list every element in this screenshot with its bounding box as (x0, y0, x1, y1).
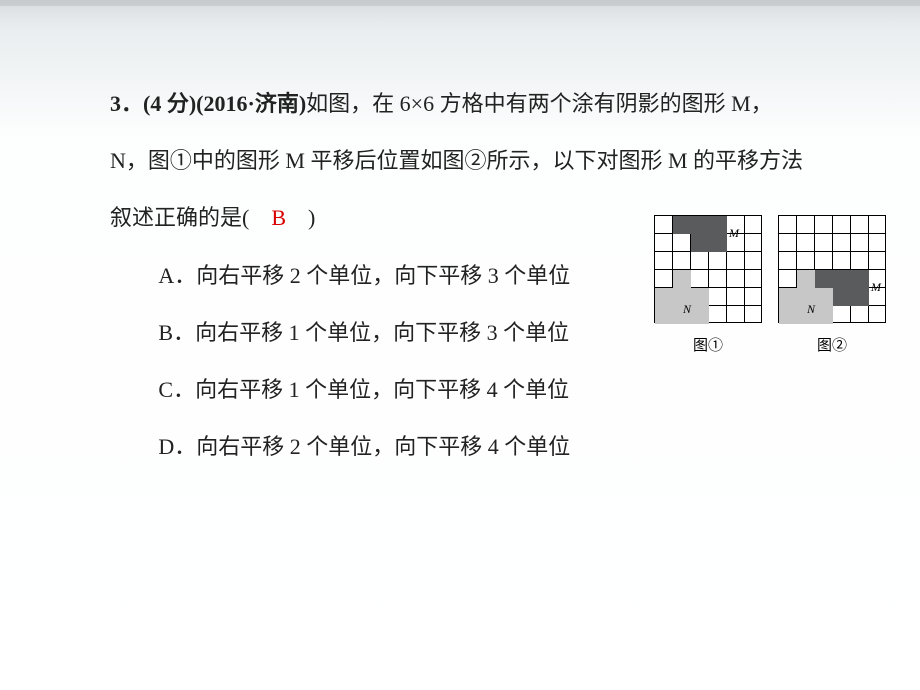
answer-letter: B (271, 205, 286, 230)
grid-cell (691, 306, 709, 324)
option-d: D．向右平移 2 个单位，向下平移 4 个单位 (158, 418, 810, 475)
grid-cell (779, 288, 797, 306)
q-stem2: ) (308, 205, 315, 230)
grid-cell (691, 288, 709, 306)
label-n-1: N (683, 294, 691, 325)
grid-cell (655, 306, 673, 324)
label-m-1: M (729, 218, 739, 249)
grid-cell (797, 270, 815, 288)
grid-cell (655, 288, 673, 306)
figure-block: M N 图① M N 图② (640, 215, 900, 366)
grid-cell (691, 216, 709, 234)
grid-cell (691, 234, 709, 252)
q-points: (4 分) (143, 91, 196, 116)
grid-cell (815, 270, 833, 288)
caption-2: 图② (817, 327, 847, 366)
label-n-2: N (807, 294, 815, 325)
grid-cell (833, 270, 851, 288)
grid-cell (851, 270, 869, 288)
grid-cell (815, 288, 833, 306)
grid1-wrap: M N 图① (654, 215, 762, 366)
grid-cell (673, 270, 691, 288)
grid2-wrap: M N 图② (778, 215, 886, 366)
label-m-2: M (871, 272, 881, 303)
question-block: 3．(4 分)(2016·济南)如图，在 6×6 方格中有两个涂有阴影的图形 M… (110, 75, 810, 475)
question-body: 3．(4 分)(2016·济南)如图，在 6×6 方格中有两个涂有阴影的图形 M… (110, 75, 810, 475)
grid-cell (779, 306, 797, 324)
grid-2: M N (778, 215, 886, 323)
grid-cell (833, 288, 851, 306)
grid-cell (851, 288, 869, 306)
q-source: (2016·济南) (196, 91, 306, 116)
stem-line: 3．(4 分)(2016·济南)如图，在 6×6 方格中有两个涂有阴影的图形 M… (110, 91, 803, 230)
caption-1: 图① (693, 327, 723, 366)
grid-cell (815, 306, 833, 324)
page-top-shadow (0, 0, 920, 6)
grid-1: M N (654, 215, 762, 323)
grid-cell (673, 216, 691, 234)
q-number: 3． (110, 91, 143, 116)
grid-cell (709, 234, 727, 252)
grids-row: M N 图① M N 图② (640, 215, 900, 366)
grid-cell (709, 216, 727, 234)
option-c: C．向右平移 1 个单位，向下平移 4 个单位 (158, 361, 810, 418)
